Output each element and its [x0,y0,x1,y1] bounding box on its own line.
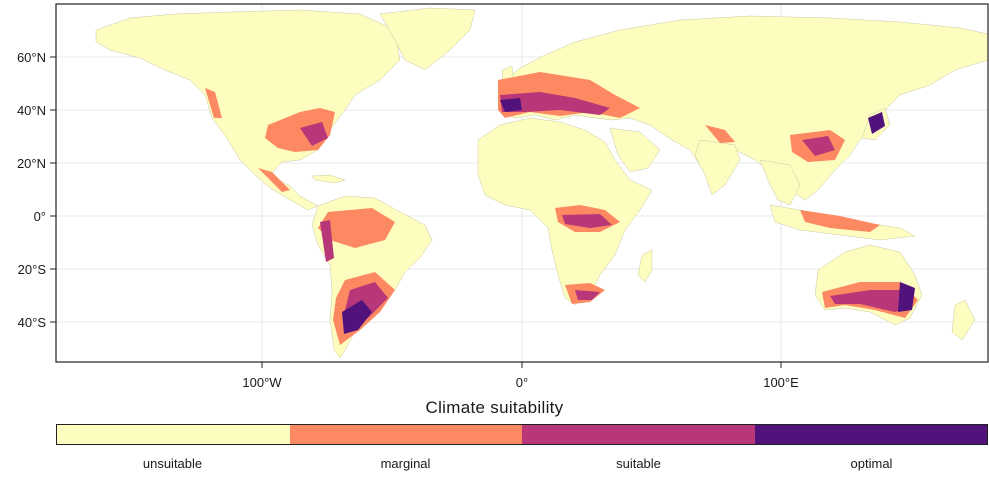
legend-labels: unsuitable marginal suitable optimal [56,456,988,471]
legend-label-suitable: suitable [616,456,661,471]
optimal-japan [868,112,885,134]
indochina [759,159,801,206]
arabian-peninsula [609,127,661,173]
x-tick-label: 100°E [763,375,799,390]
suitable-us-southeast [300,122,328,146]
x-tick-label: 0° [516,375,528,390]
optimal-southeast-australia [898,282,915,312]
y-tick-label: 0° [34,209,46,224]
y-tick-label: 40°S [18,315,47,330]
new-zealand [951,299,976,341]
legend-label-optimal: optimal [850,456,893,471]
optimal-western-europe [500,98,522,112]
marginal-central-america [258,168,290,192]
greenland [379,7,476,71]
optimal-zones [342,98,915,334]
legend-colorbar [56,424,988,445]
marginal-north-america-west [205,88,222,118]
legend-label-unsuitable: unsuitable [142,456,203,471]
legend-swatch-suitable [522,425,755,444]
x-tick-label: 100°W [242,375,282,390]
legend-swatch-unsuitable [57,425,290,444]
marginal-indonesia [800,210,880,232]
marginal-himalaya [705,125,735,143]
suitable-andes [320,220,334,262]
caribbean-islands [311,174,346,184]
legend-label-marginal: marginal [380,456,431,471]
suitable-australia [830,290,912,312]
suitable-china [802,136,835,156]
suitable-mediterranean [500,92,610,115]
y-tick-label: 20°N [17,156,46,171]
x-axis [261,362,782,368]
y-tick-label: 60°N [17,50,46,65]
legend-swatch-optimal [754,425,987,444]
eurasia [497,15,988,201]
north-america [95,9,401,211]
madagascar [637,249,653,283]
suitable-south-africa [575,290,600,300]
y-tick-label: 40°N [17,103,46,118]
y-axis [50,56,56,323]
legend-title: Climate suitability [425,398,564,417]
optimal-uruguay-argentina [342,300,372,334]
legend-swatch-marginal [289,425,522,444]
marginal-amazon [318,208,395,248]
india [694,139,741,196]
suitable-africa [562,214,612,228]
y-tick-label: 20°S [18,262,47,277]
